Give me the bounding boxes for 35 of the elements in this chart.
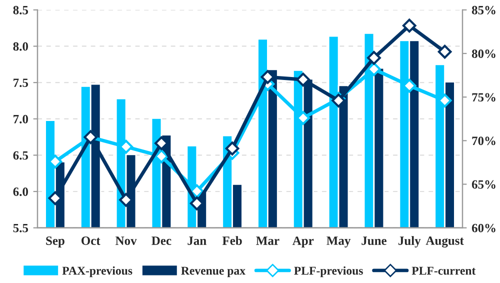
y-tick-label: 7.5 <box>14 78 28 88</box>
y-tick-label: 6.5 <box>13 151 28 160</box>
y2-tick-label: 70% <box>472 136 496 146</box>
point <box>332 94 346 108</box>
x-tick-label: Apr <box>292 236 314 248</box>
y2-tick-label: 75% <box>472 93 496 102</box>
x-tick-label: Oct <box>82 236 100 245</box>
y2-tick-label: 85% <box>472 6 496 14</box>
x-tick-label: Nov <box>116 236 137 245</box>
y-tick-label: 5.5 <box>13 224 28 232</box>
y2-tick-label: 60% <box>472 224 496 232</box>
y-tick-label: 8.5 <box>13 6 28 14</box>
legend-label: Revenue pax <box>181 266 246 278</box>
y-tick-label: 8.0 <box>13 42 28 51</box>
x-tick-label: Jan <box>188 236 206 245</box>
point <box>225 142 240 156</box>
point <box>438 44 452 59</box>
x-tick-label: July <box>398 236 421 248</box>
x-tick-label: Sep <box>46 236 64 248</box>
point <box>367 50 381 65</box>
legend-label: PAX-previous <box>62 266 132 278</box>
y2-tick-label: 80% <box>472 50 496 58</box>
point <box>296 72 310 87</box>
x-tick-label: Feb <box>222 236 242 245</box>
y-tick-label: 7.0 <box>14 114 28 124</box>
legend-label: PLF-current <box>412 266 476 275</box>
y-tick-label: 6.0 <box>13 188 28 196</box>
x-tick-label: June <box>362 236 386 245</box>
point <box>402 18 416 33</box>
y2-tick-label: 65% <box>472 180 496 189</box>
x-tick-label: Dec <box>152 236 172 245</box>
legend-label: PLF-previous <box>294 266 363 278</box>
x-tick-label: May <box>326 236 351 248</box>
x-tick-label: August <box>426 236 464 248</box>
x-tick-label: Mar <box>256 236 280 245</box>
